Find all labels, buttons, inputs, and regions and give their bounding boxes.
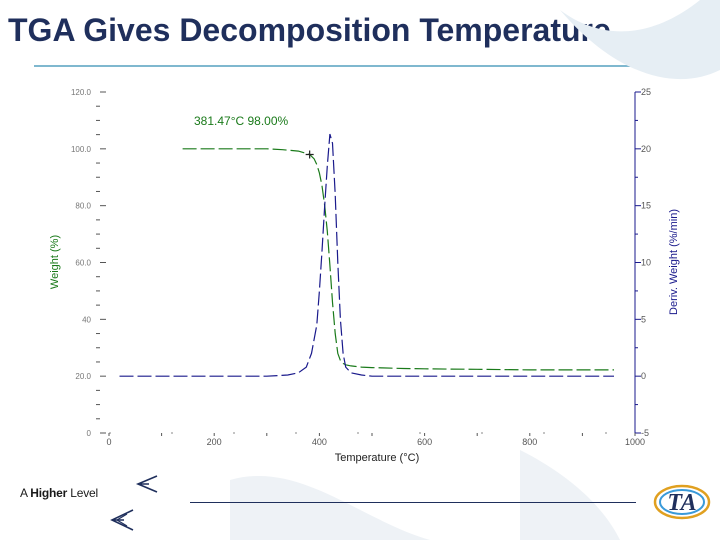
deriv-weight-series-line bbox=[119, 133, 614, 377]
logo-text: TA bbox=[667, 490, 696, 516]
annotation-label: 381.47°C 98.00% bbox=[194, 114, 289, 128]
y-left-tick-label: 100.0 bbox=[71, 145, 92, 154]
x-axis-label: Temperature (°C) bbox=[335, 452, 419, 464]
y-left-tick-label: 0 bbox=[87, 429, 92, 438]
slide-title: TGA Gives Decomposition Temperature bbox=[8, 12, 611, 48]
weight-series-line bbox=[182, 148, 614, 371]
annotation-marker bbox=[305, 150, 314, 159]
arrow-icon bbox=[135, 475, 158, 493]
x-tick-label: 1000 bbox=[625, 437, 645, 447]
footer-bold: Higher bbox=[30, 486, 68, 500]
arrow-icon bbox=[110, 509, 134, 531]
footer-prefix: A bbox=[20, 486, 28, 500]
x-tick-label: 600 bbox=[417, 437, 432, 447]
y-right-tick-label: 0 bbox=[641, 371, 646, 381]
y-left-tick-label: 60.0 bbox=[75, 259, 91, 268]
x-tick-label: 0 bbox=[106, 437, 111, 447]
y-right-tick-label: 5 bbox=[641, 314, 646, 324]
y-left-tick-label: 40 bbox=[82, 315, 91, 324]
y-left-tick-label: 80.0 bbox=[75, 202, 91, 211]
y-left-tick-label: 120.0 bbox=[71, 88, 92, 97]
y-right-axis-label: Deriv. Weight (%/min) bbox=[668, 209, 680, 315]
ta-logo: TA bbox=[653, 484, 711, 520]
y-right-tick-label: 25 bbox=[641, 87, 651, 97]
y-right-tick-label: 15 bbox=[641, 201, 651, 211]
x-tick-label: 800 bbox=[522, 437, 537, 447]
y-left-axis-label: Weight (%) bbox=[49, 235, 61, 289]
y-right-tick-label: 20 bbox=[641, 144, 651, 154]
title-divider bbox=[34, 65, 686, 67]
x-tick-label: 200 bbox=[207, 437, 222, 447]
footer-divider bbox=[190, 502, 636, 503]
footer-suffix: Level bbox=[70, 486, 98, 500]
y-right-tick-label: -5 bbox=[641, 428, 649, 438]
x-tick-label: 400 bbox=[312, 437, 327, 447]
y-right-tick-label: 10 bbox=[641, 258, 651, 268]
footer-tagline: A Higher Level bbox=[20, 486, 98, 500]
y-left-tick-label: 20.0 bbox=[75, 372, 91, 381]
